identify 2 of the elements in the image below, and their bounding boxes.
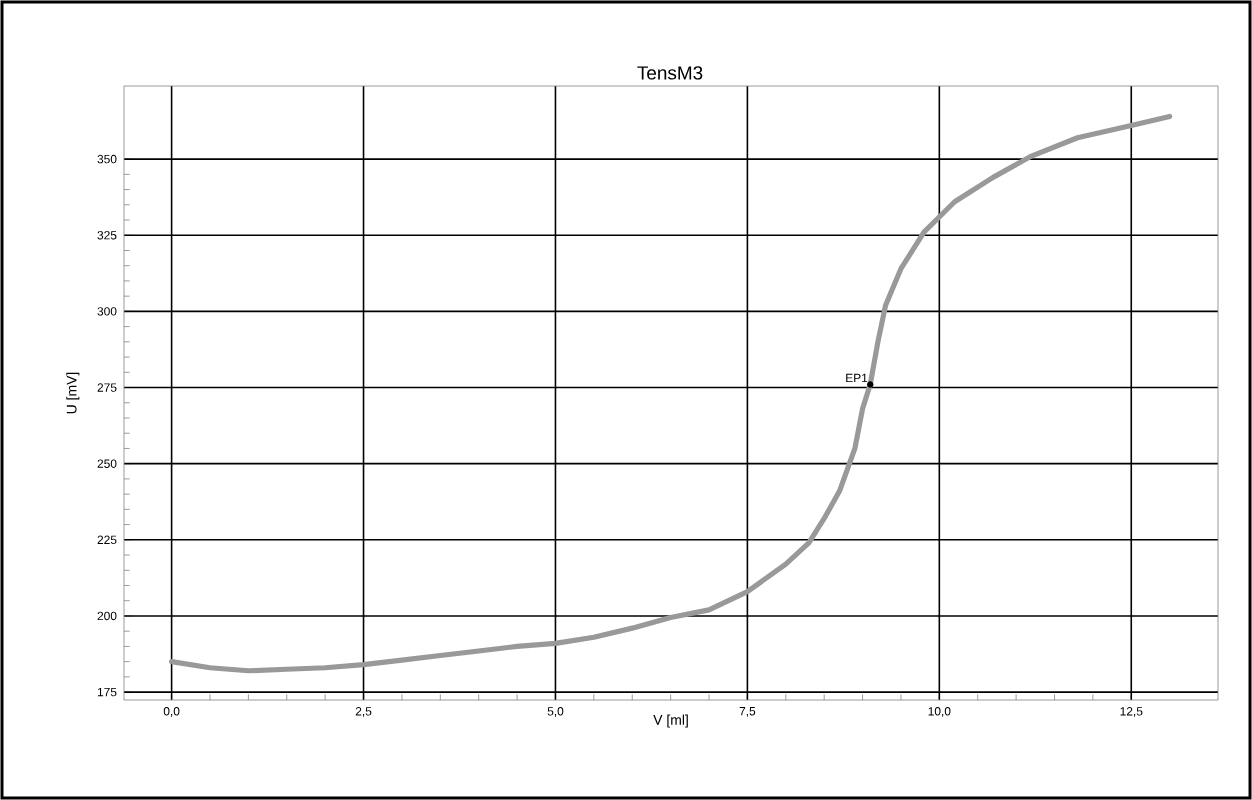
line-series (169, 113, 1173, 674)
chart-title: TensM3 (637, 66, 703, 80)
